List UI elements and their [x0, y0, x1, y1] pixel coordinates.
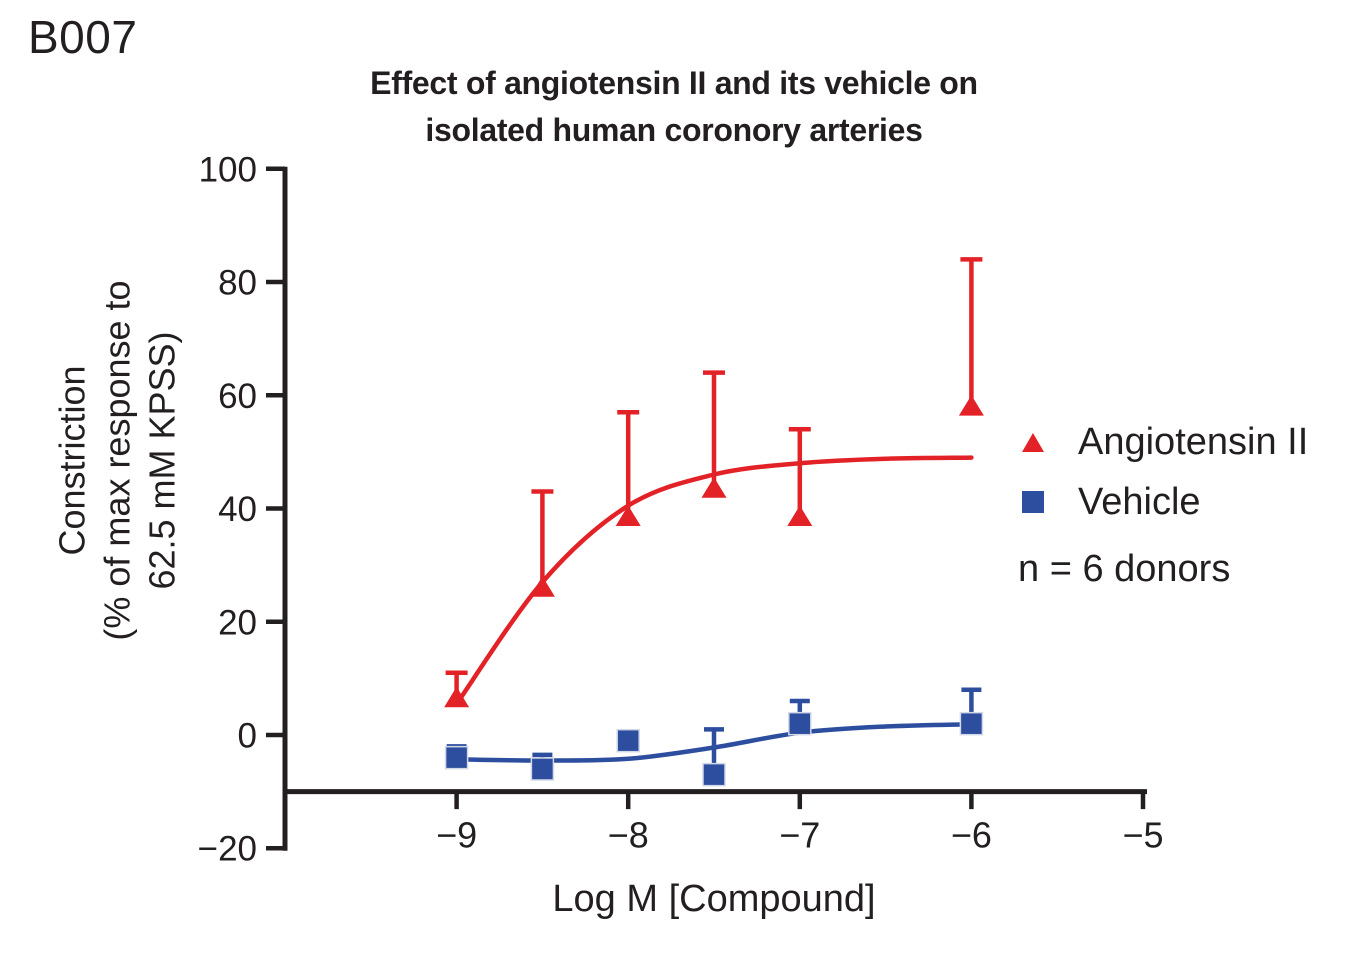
vehicle-marker: [530, 757, 555, 781]
x-tick-label: −5: [1122, 815, 1163, 856]
chart-title-line1: Effect of angiotensin II and its vehicle…: [370, 65, 978, 101]
x-tick-label: −6: [951, 815, 992, 856]
angiotensin-marker: [529, 576, 555, 597]
chart-title-line2: isolated human coronory arteries: [425, 112, 923, 148]
legend-note: n = 6 donors: [1018, 548, 1231, 590]
y-axis-title: Constriction (% of max response to 62.5 …: [50, 111, 185, 811]
y-tick-label: 20: [218, 603, 257, 642]
y-tick-label: 0: [238, 717, 257, 756]
vehicle-marker: [616, 728, 640, 753]
angiotensin-marker: [701, 477, 727, 498]
vehicle-marker: [444, 745, 469, 770]
y-tick-label: 60: [218, 377, 257, 416]
legend: Angiotensin II Vehicle n = 6 donors: [1010, 412, 1308, 591]
vehicle-marker: [788, 711, 812, 736]
x-tick-label: −9: [436, 815, 477, 856]
vehicle-marker: [702, 762, 726, 787]
legend-icon-box: [1010, 432, 1056, 452]
vehicle-marker: [959, 711, 984, 736]
y-axis-title-line1: Constriction: [51, 365, 93, 556]
angiotensin-marker: [958, 395, 984, 416]
x-tick-label: −8: [608, 815, 649, 856]
legend-item-vehicle: Vehicle: [1010, 472, 1308, 532]
legend-label-angiotensin: Angiotensin II: [1078, 420, 1309, 463]
x-axis-title: Log M [Compound]: [552, 878, 876, 920]
y-tick-label: 80: [218, 264, 257, 303]
y-tick-label: −20: [198, 830, 257, 869]
triangle-marker-icon: [1022, 432, 1044, 452]
angiotensin-marker: [787, 505, 813, 527]
chart-title: Effect of angiotensin II and its vehicle…: [0, 60, 1348, 154]
legend-label-vehicle: Vehicle: [1078, 480, 1201, 523]
square-marker-icon: [1022, 491, 1044, 513]
angiotensin-marker: [444, 686, 470, 708]
y-tick-label: 100: [199, 150, 257, 189]
angiotensin-marker: [615, 505, 641, 527]
legend-icon-box: [1010, 491, 1056, 513]
x-tick-label: −7: [779, 815, 820, 856]
figure-label: B007: [28, 11, 138, 63]
legend-item-angiotensin: Angiotensin II: [1010, 412, 1308, 472]
y-tick-label: 40: [218, 490, 257, 529]
y-axis-title-line2: (% of max response to: [96, 280, 138, 641]
y-axis-title-line3: 62.5 mM KPSS): [141, 331, 183, 590]
